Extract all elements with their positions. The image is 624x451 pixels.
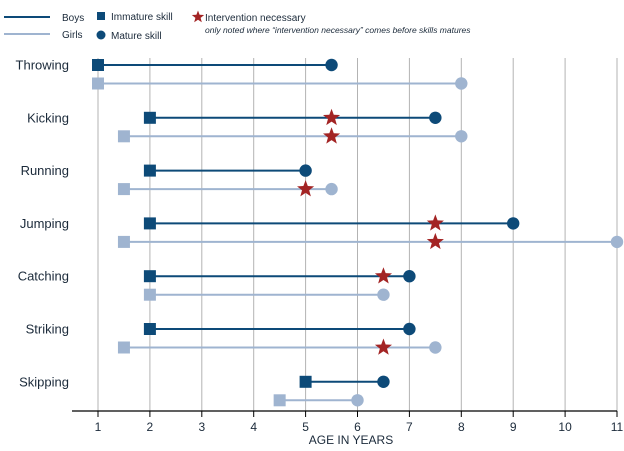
- girls-mature-circle: [325, 182, 338, 196]
- x-tick-label: 7: [406, 420, 413, 434]
- skill-labels: Throwing Kicking Running Jumping Catching Str…: [16, 58, 69, 390]
- girls-mature-circle: [455, 130, 468, 143]
- girls-immature-square: [117, 183, 130, 196]
- skill-label: Jumping: [20, 216, 69, 231]
- legend: Boys Girls Immature skill Mature skill I…: [4, 10, 471, 42]
- legend-mature-circle-icon: [96, 30, 106, 40]
- girls-immature-square: [117, 341, 130, 354]
- boys-immature-square: [143, 217, 156, 230]
- boys-mature-circle: [403, 322, 416, 336]
- girls-immature-square: [92, 77, 104, 90]
- girls-mature-circle: [351, 394, 364, 407]
- skill-label: Catching: [18, 269, 69, 284]
- x-axis-title: AGE IN YEARS: [309, 433, 393, 447]
- x-tick-label: 9: [510, 420, 517, 434]
- girls-immature-square: [143, 288, 156, 301]
- x-tick-label: 3: [198, 420, 205, 434]
- x-tick-label: 5: [302, 420, 309, 434]
- x-tick-label: 11: [611, 420, 624, 434]
- girls-mature-circle: [455, 77, 468, 90]
- x-tick-label: 8: [458, 420, 465, 434]
- boys-intervention-star: [322, 108, 341, 126]
- legend-intervention-label: Intervention necessary: [205, 13, 306, 24]
- x-tick-label: 1: [95, 420, 102, 434]
- x-axis: AGE IN YEARS 1 2 3 4 5 6 7 8 9 10 11: [72, 410, 624, 447]
- boys-immature-square: [143, 323, 156, 335]
- boys-immature-square: [143, 164, 156, 177]
- boys-mature-circle: [377, 375, 390, 388]
- girls-intervention-star: [297, 180, 315, 197]
- boys-immature-square: [143, 270, 156, 283]
- x-tick-label: 4: [250, 420, 257, 434]
- boys-mature-circle: [299, 164, 312, 177]
- boys-intervention-star: [426, 214, 444, 231]
- girls-immature-square: [117, 235, 130, 248]
- x-tick-label: 2: [147, 420, 154, 434]
- skill-label: Striking: [26, 322, 69, 337]
- legend-mature-label: Mature skill: [111, 31, 162, 42]
- gridlines: [97, 58, 618, 411]
- legend-immature-label: Immature skill: [111, 12, 173, 23]
- data-marks: [92, 58, 624, 407]
- boys-mature-circle: [429, 111, 442, 125]
- girls-intervention-star: [426, 232, 444, 250]
- legend-intervention-star-icon: [191, 10, 205, 23]
- skill-label: Running: [21, 163, 69, 178]
- girls-immature-square: [117, 130, 130, 143]
- skill-label: Kicking: [27, 110, 69, 125]
- boys-mature-circle: [507, 217, 520, 230]
- boys-mature-circle: [325, 58, 338, 72]
- x-tick-label: 6: [354, 420, 361, 434]
- boys-mature-circle: [403, 270, 416, 283]
- boys-immature-square: [92, 59, 104, 71]
- boys-immature-square: [143, 111, 156, 124]
- skill-label: Throwing: [16, 58, 69, 73]
- x-tick-label: 10: [558, 420, 572, 434]
- legend-immature-square-icon: [97, 12, 105, 20]
- boys-intervention-star: [374, 267, 393, 284]
- girls-mature-circle: [377, 288, 390, 301]
- girls-immature-square: [273, 394, 286, 407]
- legend-note: only noted where “intervention necessary…: [205, 25, 471, 35]
- girls-mature-circle: [429, 341, 442, 354]
- girls-mature-circle: [610, 235, 624, 249]
- girls-intervention-star: [374, 338, 393, 355]
- girls-intervention-star: [322, 127, 341, 144]
- boys-immature-square: [299, 375, 312, 388]
- legend-girls-label: Girls: [62, 30, 83, 41]
- skill-label: Skipping: [19, 374, 69, 389]
- legend-boys-label: Boys: [62, 13, 84, 24]
